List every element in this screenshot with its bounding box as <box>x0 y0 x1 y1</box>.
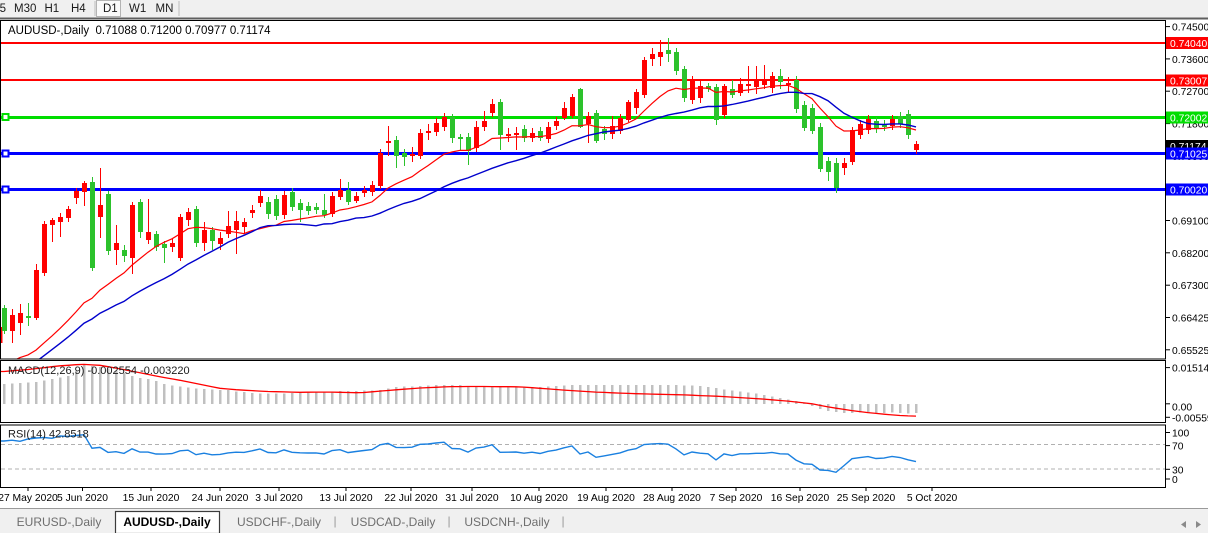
svg-text:|: | <box>561 514 564 528</box>
svg-text:0.67300: 0.67300 <box>1172 281 1208 292</box>
svg-text:0: 0 <box>1172 475 1178 486</box>
svg-text:5 Jun 2020: 5 Jun 2020 <box>57 493 108 504</box>
svg-text:7 Sep 2020: 7 Sep 2020 <box>710 493 763 504</box>
svg-text:0.70020: 0.70020 <box>1170 186 1207 197</box>
svg-text:19 Aug 2020: 19 Aug 2020 <box>577 493 635 504</box>
svg-text:16 Sep 2020: 16 Sep 2020 <box>771 493 830 504</box>
svg-text:0.74500: 0.74500 <box>1172 23 1208 34</box>
svg-text:27 May 2020: 27 May 2020 <box>0 493 58 504</box>
svg-text:AUDUSD-,Daily: AUDUSD-,Daily <box>123 515 211 529</box>
svg-text:0.65525: 0.65525 <box>1172 346 1208 357</box>
svg-text:0.72700: 0.72700 <box>1172 87 1208 98</box>
svg-text:H4: H4 <box>71 3 86 15</box>
svg-text:0.69100: 0.69100 <box>1172 217 1208 228</box>
svg-text:USDCNH-,Daily: USDCNH-,Daily <box>464 515 549 529</box>
svg-text:USDCAD-,Daily: USDCAD-,Daily <box>351 515 436 529</box>
svg-text:EURUSD-,Daily: EURUSD-,Daily <box>17 515 102 529</box>
svg-text:M5: M5 <box>0 3 6 15</box>
svg-text:RSI(14) 42.8518: RSI(14) 42.8518 <box>8 429 89 441</box>
svg-text:0.66425: 0.66425 <box>1172 314 1208 325</box>
svg-text:100: 100 <box>1172 429 1189 440</box>
svg-text:0.00: 0.00 <box>1172 402 1192 413</box>
svg-text:D1: D1 <box>103 3 118 15</box>
svg-text:0.71800: 0.71800 <box>1172 120 1208 131</box>
svg-text:MN: MN <box>156 3 174 15</box>
svg-text:70: 70 <box>1172 442 1184 453</box>
svg-text:M30: M30 <box>14 3 36 15</box>
svg-text:H1: H1 <box>45 3 60 15</box>
svg-text:15 Jun 2020: 15 Jun 2020 <box>123 493 180 504</box>
svg-text:30: 30 <box>1172 465 1184 476</box>
svg-text:-0.005595: -0.005595 <box>1172 413 1208 424</box>
svg-text:22 Jul 2020: 22 Jul 2020 <box>384 493 438 504</box>
svg-text:|: | <box>333 514 336 528</box>
svg-text:0.015142: 0.015142 <box>1172 364 1208 375</box>
svg-text:|: | <box>447 514 450 528</box>
svg-text:10 Aug 2020: 10 Aug 2020 <box>510 493 568 504</box>
svg-text:AUDUSD-,Daily 0.71088 0.71200: AUDUSD-,Daily 0.71088 0.71200 0.70977 0.… <box>8 25 271 37</box>
svg-text:3 Jul 2020: 3 Jul 2020 <box>255 493 303 504</box>
svg-text:0.72002: 0.72002 <box>1170 114 1207 125</box>
svg-text:MACD(12,26,9) -0.002554 -0.003: MACD(12,26,9) -0.002554 -0.003220 <box>8 365 190 377</box>
svg-text:0.71025: 0.71025 <box>1170 150 1207 161</box>
svg-text:24 Jun 2020: 24 Jun 2020 <box>192 493 249 504</box>
svg-text:0.74040: 0.74040 <box>1170 39 1207 50</box>
svg-text:W1: W1 <box>129 3 146 15</box>
svg-text:25 Sep 2020: 25 Sep 2020 <box>837 493 896 504</box>
svg-text:0.68200: 0.68200 <box>1172 249 1208 260</box>
svg-text:0.73600: 0.73600 <box>1172 55 1208 66</box>
svg-text:13 Jul 2020: 13 Jul 2020 <box>319 493 373 504</box>
svg-text:0.73007: 0.73007 <box>1170 77 1207 88</box>
svg-text:USDCHF-,Daily: USDCHF-,Daily <box>237 515 321 529</box>
svg-text:5 Oct 2020: 5 Oct 2020 <box>907 493 958 504</box>
svg-text:28 Aug 2020: 28 Aug 2020 <box>643 493 701 504</box>
svg-text:31 Jul 2020: 31 Jul 2020 <box>445 493 499 504</box>
